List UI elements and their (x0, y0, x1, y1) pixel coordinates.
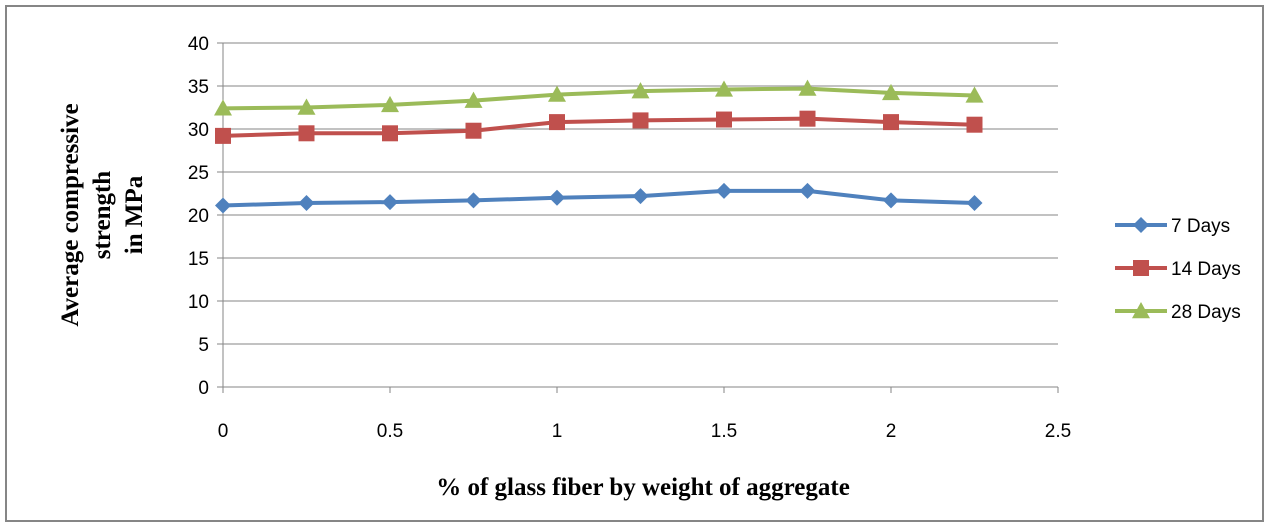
data-point-14-days (298, 125, 315, 142)
plot-series (214, 79, 984, 214)
series-line-14-days (222, 116, 975, 138)
data-point-7-days (549, 189, 565, 206)
data-point-14-days (549, 114, 565, 131)
y-tick-label: 25 (188, 163, 209, 184)
data-point-14-days (799, 110, 816, 127)
legend-item-7-days: 7 Days (1115, 216, 1230, 237)
data-point-28-days (214, 99, 232, 116)
legend-item-28-days: 28 Days (1115, 302, 1241, 323)
data-point-28-days (882, 83, 900, 101)
y-tick-label: 35 (188, 77, 209, 98)
y-tick-label: 30 (188, 120, 209, 141)
data-point-7-days (883, 192, 899, 209)
data-point-7-days (716, 182, 732, 199)
legend-label-7-days: 7 Days (1171, 216, 1230, 237)
data-point-7-days (632, 188, 649, 205)
x-tick-labels: 0 0.5 1 1.5 2 2.5 (218, 421, 1072, 442)
data-point-7-days (298, 194, 315, 211)
legend-marker-28-days (1132, 302, 1150, 319)
y-axis-title-line-2: strength (89, 171, 116, 260)
series-7-days (215, 182, 983, 214)
y-tick-label: 40 (188, 34, 209, 55)
series-28-days (214, 79, 984, 116)
legend-label-14-days: 14 Days (1171, 259, 1241, 280)
legend-label-28-days: 28 Days (1171, 302, 1241, 323)
series-line-28-days (222, 86, 975, 111)
y-tick-label: 10 (188, 292, 209, 313)
data-point-28-days (965, 86, 984, 103)
data-point-28-days (798, 79, 817, 96)
series-line-7-days (222, 188, 975, 208)
series-14-days (215, 110, 983, 144)
legend-item-14-days: 14 Days (1115, 259, 1241, 280)
data-point-28-days (715, 80, 733, 97)
y-tick-labels: 0 5 10 15 20 25 30 35 40 (188, 34, 209, 399)
y-tick-label: 0 (198, 378, 209, 399)
legend-marker-14-days (1133, 260, 1149, 276)
data-point-7-days (799, 182, 816, 199)
legend-marker-7-days (1133, 217, 1149, 233)
data-point-28-days (381, 95, 399, 113)
y-axis-title-line-3: in MPa (121, 175, 148, 254)
x-tick-label: 0 (218, 421, 229, 442)
x-tick-label: 2 (886, 421, 897, 442)
data-point-14-days (966, 116, 983, 133)
data-point-7-days (382, 194, 398, 211)
data-point-28-days (631, 82, 650, 99)
gridlines (223, 42, 1058, 345)
x-tick-label: 1.5 (711, 421, 737, 442)
data-point-28-days (548, 85, 566, 102)
y-axis-title-line-1: Average compressive (57, 103, 84, 326)
data-point-14-days (883, 114, 899, 131)
y-tick-label: 15 (188, 249, 209, 270)
x-tick-label: 0.5 (377, 421, 403, 442)
data-point-14-days (465, 122, 482, 139)
data-point-28-days (297, 98, 316, 115)
data-point-7-days (966, 194, 983, 211)
data-point-28-days (464, 91, 483, 108)
x-axis-title: % of glass fiber by weight of aggregate (436, 474, 850, 501)
data-point-14-days (632, 112, 649, 129)
y-tick-label: 5 (198, 335, 209, 356)
data-point-14-days (215, 127, 231, 144)
legend: 7 Days 14 Days 28 Days (1115, 216, 1241, 323)
data-point-7-days (465, 192, 482, 209)
y-tick-label: 20 (188, 206, 209, 227)
x-tick-label: 2.5 (1045, 421, 1071, 442)
data-point-14-days (382, 125, 398, 142)
data-point-14-days (716, 111, 732, 128)
x-tick-label: 1 (552, 421, 563, 442)
data-point-7-days (215, 197, 231, 214)
